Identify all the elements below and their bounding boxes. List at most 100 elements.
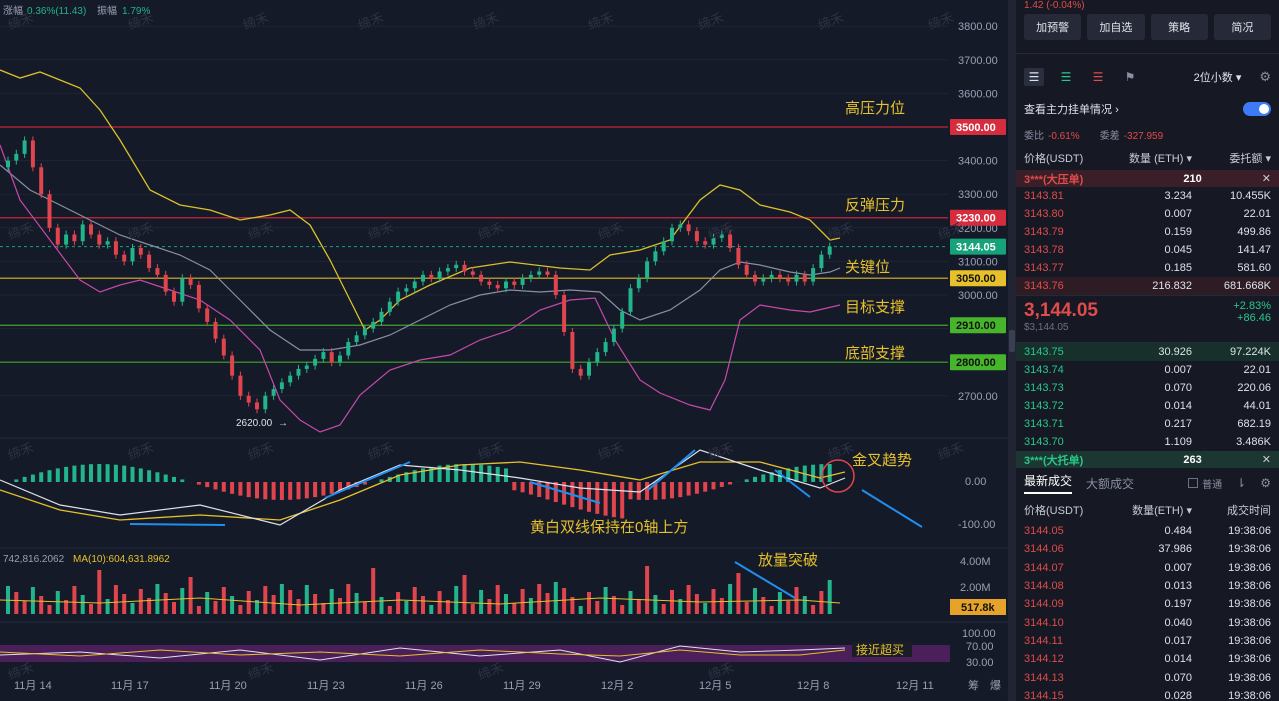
macd-bar [180, 479, 185, 482]
price-badge [950, 209, 1006, 226]
bid-row[interactable]: 3143.72 0.014 44.01 [1016, 397, 1279, 415]
strategy-button[interactable]: 策略 [1150, 14, 1208, 40]
bid-row[interactable]: 3143.74 0.007 22.01 [1016, 361, 1279, 379]
price-tick: 3200.00 [958, 223, 998, 235]
rsi-tick: 30.00 [966, 657, 994, 669]
ask-row[interactable]: 3143.79 0.159 499.86 [1016, 223, 1279, 241]
macd-bar [562, 482, 567, 505]
date-tick: 12月 8 [797, 680, 829, 692]
trade-price: 3144.07 [1024, 561, 1064, 574]
tab-big-trades[interactable]: 大额成交 [1086, 476, 1135, 491]
chart-area[interactable]: 3800.00 3700.00 3600.00 3500.00 3400.00 3300.… [0, 0, 1008, 701]
orderbook-panel: 1.42 (-0.04%) 加预警 加自选 策略 简况 ☰ ☰ ☰ ⚑ 2位小数… [1016, 0, 1279, 701]
macd-bar [196, 482, 201, 485]
trade-price: 3144.05 [1024, 525, 1064, 538]
macd-bar [645, 482, 650, 500]
ask-row[interactable]: 3143.76 216.832 681.668K [1016, 277, 1279, 295]
volume-ma10: MA(10):604,631.8962 [73, 554, 170, 565]
macd-bar [362, 482, 367, 485]
price-badge [950, 119, 1006, 135]
volume-bar [454, 586, 459, 614]
bids-only-view-icon[interactable]: ☰ [1060, 70, 1072, 84]
settings-icon[interactable]: ⚙ [1260, 476, 1271, 490]
big-ask-order[interactable]: 3***(大压单) 210 ✕ [1016, 170, 1279, 187]
bid-row[interactable]: 3143.73 0.070 220.06 [1016, 379, 1279, 397]
bid-row[interactable]: 3143.71 0.217 682.19 [1016, 415, 1279, 433]
candle-body [346, 342, 351, 356]
candle-body [462, 264, 467, 272]
annotation-volume-break: 放量突破 [758, 552, 818, 569]
trade-row: 3144.06 37.986 19:38:06 [1016, 540, 1279, 558]
filter-icon[interactable]: ⇂ [1236, 476, 1247, 490]
bid-price: 3143.73 [1024, 382, 1064, 394]
decimals-select[interactable]: 2位小数 ▾ [1194, 69, 1242, 85]
candle-body [138, 247, 143, 255]
settings-icon[interactable]: ⚙ [1259, 69, 1271, 84]
action-buttons: 加预警 加自选 策略 简况 [1016, 14, 1279, 54]
chg-label: 涨幅 [3, 4, 23, 17]
macd-bar [163, 474, 168, 482]
macd-bar [55, 468, 60, 482]
volume-bar [802, 596, 807, 614]
add-alert-button[interactable]: 加预警 [1024, 14, 1082, 40]
price-tick: 3100.00 [958, 256, 998, 268]
close-icon[interactable]: ✕ [1261, 454, 1271, 466]
macd-bar [304, 482, 309, 499]
ask-row[interactable]: 3143.78 0.045 141.47 [1016, 241, 1279, 259]
candle-body [470, 271, 475, 275]
annotation-target: 目标支撑 [845, 299, 905, 316]
bid-price: 3143.74 [1024, 364, 1064, 376]
candle-body [620, 311, 625, 329]
collapse-handle[interactable] [1009, 330, 1015, 352]
volume-bar [694, 594, 699, 614]
kline-chart[interactable]: 3800.00 3700.00 3600.00 3500.00 3400.00 3300.… [0, 0, 1008, 701]
trade-list: 3144.05 0.484 19:38:06 3144.06 37.986 19:38:0… [1016, 522, 1279, 701]
macd-bar [678, 482, 683, 498]
trade-price: 3144.13 [1024, 671, 1064, 684]
tab-latest-trades[interactable]: 最新成交 [1024, 472, 1073, 494]
volume-bar [321, 603, 326, 614]
candle-body [14, 153, 19, 161]
candle-body [728, 234, 733, 248]
main-orders-label[interactable]: 查看主力挂单情况 › [1024, 101, 1119, 117]
ask-list: 3143.81 3.234 10.455K 3143.80 0.007 22.01 3143… [1016, 187, 1279, 295]
bid-total: 3.486K [1236, 436, 1271, 448]
trade-row: 3144.08 0.013 19:38:06 [1016, 577, 1279, 595]
ask-row[interactable]: 3143.77 0.185 581.60 [1016, 259, 1279, 277]
macd-bar [279, 482, 284, 500]
both-sides-view-icon[interactable]: ☰ [1024, 68, 1044, 86]
normal-checkbox[interactable]: 普通 [1188, 476, 1222, 491]
ask-row[interactable]: 3143.80 0.007 22.01 [1016, 205, 1279, 223]
add-watchlist-button[interactable]: 加自选 [1087, 14, 1145, 40]
candle-body [147, 254, 152, 269]
volume-bar [362, 602, 367, 614]
trend-arrow [734, 561, 796, 599]
annotation-bottom: 底部支撑 [845, 345, 905, 362]
volume-bar [221, 587, 226, 614]
ask-row[interactable]: 3143.81 3.234 10.455K [1016, 187, 1279, 205]
candle-body [578, 368, 583, 376]
bid-row[interactable]: 3143.75 30.926 97.224K [1016, 343, 1279, 361]
ask-price: 3143.78 [1024, 244, 1064, 256]
trade-qty-header[interactable]: 数量(ETH) ▾ [1132, 505, 1192, 517]
macd-bar [811, 464, 816, 482]
panel-divider[interactable] [1008, 0, 1016, 701]
candle-body [562, 295, 567, 332]
volume-bar [744, 602, 749, 614]
macd-bar [313, 482, 318, 498]
total-col-header[interactable]: 委托额 ▾ [1229, 153, 1271, 165]
asks-only-view-icon[interactable]: ☰ [1092, 70, 1104, 84]
big-bid-label: 3***(大托单) [1024, 454, 1084, 467]
volume-bar [528, 598, 533, 614]
bid-row[interactable]: 3143.70 1.109 3.486K [1016, 433, 1279, 451]
big-bid-order[interactable]: 3***(大托单) 263 ✕ [1016, 451, 1279, 468]
watermark: 缔禾 [126, 440, 156, 463]
overview-button[interactable]: 简况 [1213, 14, 1271, 40]
candle-body [719, 234, 724, 238]
ask-total: 681.668K [1223, 280, 1271, 292]
qty-col-header[interactable]: 数量 (ETH) ▾ [1129, 153, 1192, 165]
flag-icon[interactable]: ⚑ [1124, 70, 1136, 84]
close-icon[interactable]: ✕ [1261, 173, 1271, 185]
caret-down-icon: ▾ [1235, 72, 1242, 84]
main-orders-toggle[interactable] [1243, 102, 1271, 116]
